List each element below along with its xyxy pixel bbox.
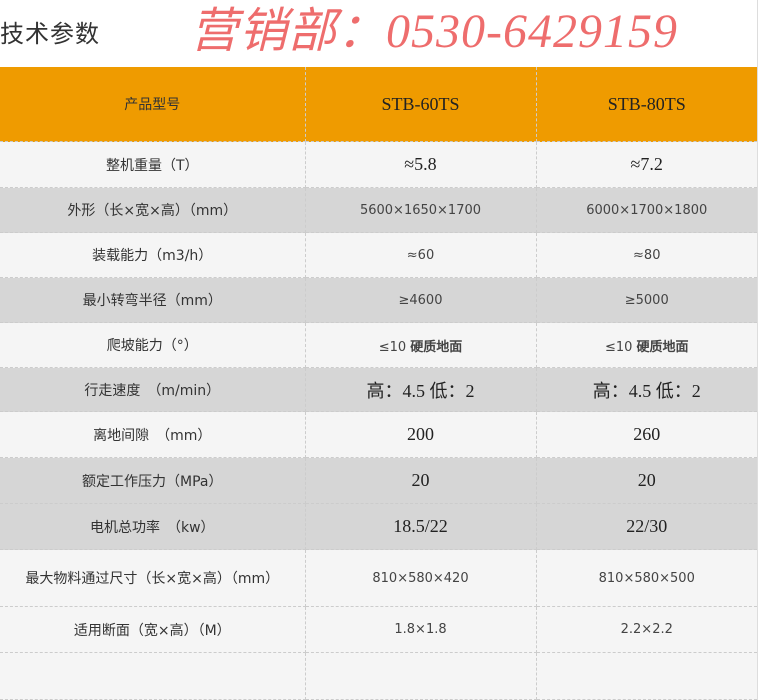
table-row: 装载能力（m3/h） ≈60 ≈80 <box>0 232 757 278</box>
cell-value: 260 <box>633 424 661 444</box>
table-row: 额定工作压力（MPa） 20 20 <box>0 457 757 504</box>
table-row: 最大物料通过尺寸（长×宽×高）（mm） 810×580×420 810×580×50… <box>0 549 757 607</box>
value-model-1 <box>305 652 537 700</box>
table-row: 爬坡能力（°） ≤10 硬质地面 ≤10 硬质地面 <box>0 322 757 368</box>
divider <box>757 0 758 700</box>
value-model-1: ≤10 硬质地面 <box>305 322 537 368</box>
cell-note: 硬质地面 <box>410 339 463 355</box>
table-row: 适用断面（宽×高）（M） 1.8×1.8 2.2×2.2 <box>0 606 757 653</box>
value-model-2: 260 <box>536 411 757 458</box>
table-row: 离地间隙 （mm） 200 260 <box>0 411 757 458</box>
value-model-2: 高：4.5 低：2 <box>536 367 757 412</box>
cell-value: 行走速度 （m/min） <box>84 382 221 399</box>
cell-value: ≤10 <box>604 339 633 355</box>
value-model-2 <box>536 652 757 700</box>
value-model-1: ≈5.8 <box>305 141 537 188</box>
value-model-1: 200 <box>305 411 537 458</box>
row-label: 额定工作压力（MPa） <box>0 457 306 504</box>
cell-value: 最大物料通过尺寸（长×宽×高）（mm） <box>25 571 280 587</box>
row-label: 外形（长×宽×高）（mm） <box>0 187 306 233</box>
cell-value: 高：4.5 低：2 <box>592 380 701 401</box>
cell-value: ≈5.8 <box>404 154 437 174</box>
value-model-2: ≈80 <box>536 232 757 278</box>
cell-value: 200 <box>407 424 434 444</box>
row-label: 适用断面（宽×高）（M） <box>0 606 306 653</box>
cell-value: ≈60 <box>406 247 435 263</box>
value-model-1: 18.5/22 <box>305 503 537 550</box>
table-row: 电机总功率 （kw） 18.5/22 22/30 <box>0 503 757 550</box>
cell-value: ≤10 <box>378 339 407 355</box>
cell-value: 20 <box>637 470 656 490</box>
table-row: 整机重量（T） ≈5.8 ≈7.2 <box>0 141 757 188</box>
cell-value: ≈80 <box>633 247 661 263</box>
cell-value: 额定工作压力（MPa） <box>82 473 223 490</box>
row-label: 最小转弯半径（mm） <box>0 277 306 323</box>
cell-value: ≥5000 <box>624 292 669 308</box>
value-model-2: 22/30 <box>536 503 757 550</box>
cell-value: ≥4600 <box>398 292 443 308</box>
spec-table: 产品型号 STB-60TS STB-80TS 整机重量（T） ≈5.8 ≈7.2 外形… <box>0 67 757 700</box>
cell-value: 6000×1700×1800 <box>586 202 708 218</box>
cell-value: 整机重量（T） <box>105 157 199 174</box>
cell-value: 装载能力（m3/h） <box>92 248 213 264</box>
cell-value: 爬坡能力（°） <box>106 338 198 354</box>
cell-value: 电机总功率 （kw） <box>89 519 215 536</box>
row-label: 行走速度 （m/min） <box>0 367 306 412</box>
value-model-2: 810×580×500 <box>536 549 757 607</box>
watermark: 营销部：0530-6429159 <box>190 5 678 58</box>
cell-value: 离地间隙 （mm） <box>93 427 212 444</box>
cell-value: 最小转弯半径（mm） <box>82 293 222 309</box>
row-label: 爬坡能力（°） <box>0 322 306 368</box>
cell-value: 810×580×420 <box>372 570 469 586</box>
cell-value: 5600×1650×1700 <box>359 202 482 218</box>
row-label: 整机重量（T） <box>0 141 306 188</box>
value-model-1: 20 <box>305 457 537 504</box>
value-model-2: 20 <box>536 457 757 504</box>
value-model-2: 6000×1700×1800 <box>536 187 757 233</box>
value-model-1: ≈60 <box>305 232 537 278</box>
page-title: 技术参数 <box>0 20 100 48</box>
cell-value: 外形（长×宽×高）（mm） <box>67 203 238 219</box>
row-label: 离地间隙 （mm） <box>0 411 306 458</box>
cell-value: ≈7.2 <box>630 154 663 174</box>
table-row: 最小转弯半径（mm） ≥4600 ≥5000 <box>0 277 757 323</box>
header-label: 产品型号 <box>0 67 306 142</box>
value-model-2: 2.2×2.2 <box>536 606 757 653</box>
value-model-1: 810×580×420 <box>305 549 537 607</box>
row-label: 装载能力（m3/h） <box>0 232 306 278</box>
cell-value: 20 <box>411 470 430 490</box>
value-model-2: ≤10 硬质地面 <box>536 322 757 368</box>
value-model-1: 5600×1650×1700 <box>305 187 537 233</box>
cell-value: 适用断面（宽×高）（M） <box>73 622 231 639</box>
row-label: 电机总功率 （kw） <box>0 503 306 550</box>
table-row <box>0 652 757 700</box>
row-label: 最大物料通过尺寸（长×宽×高）（mm） <box>0 549 306 607</box>
cell-value: 18.5/22 <box>393 516 448 536</box>
cell-value: 1.8×1.8 <box>394 622 447 637</box>
value-model-2: ≥5000 <box>536 277 757 323</box>
table-header-row: 产品型号 STB-60TS STB-80TS <box>0 67 757 142</box>
header-model-2: STB-80TS <box>536 67 757 142</box>
cell-value: 2.2×2.2 <box>620 622 673 637</box>
cell-value: 22/30 <box>626 516 668 536</box>
value-model-1: ≥4600 <box>305 277 537 323</box>
row-label <box>0 652 306 700</box>
table-row: 外形（长×宽×高）（mm） 5600×1650×1700 6000×1700×180… <box>0 187 757 233</box>
value-model-2: ≈7.2 <box>536 141 757 188</box>
header-model-1: STB-60TS <box>305 67 537 142</box>
value-model-1: 高：4.5 低：2 <box>305 367 537 412</box>
cell-value: 810×580×500 <box>598 570 695 586</box>
cell-value: 高：4.5 低：2 <box>366 380 475 401</box>
table-row: 行走速度 （m/min） 高：4.5 低：2 高：4.5 低：2 <box>0 367 757 412</box>
cell-note: 硬质地面 <box>636 339 689 355</box>
value-model-1: 1.8×1.8 <box>305 606 537 653</box>
